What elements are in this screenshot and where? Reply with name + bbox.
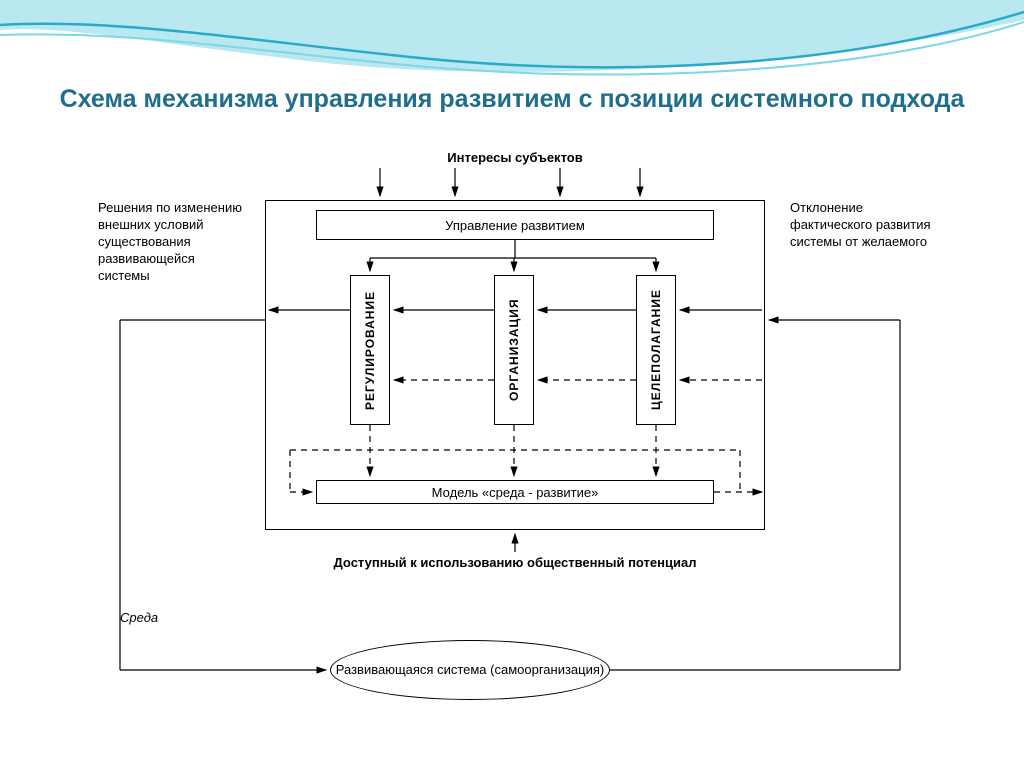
left-note: Решения по изменению внешних условий сущ… [98,200,248,284]
regulation-box: РЕГУЛИРОВАНИЕ [350,275,390,425]
interests-label: Интересы субъектов [380,150,650,167]
management-box: Управление развитием [316,210,714,240]
developing-system-ellipse: Развивающаяся система (самоорганизация) [330,640,610,700]
right-note: Отклонение фактического развития системы… [790,200,945,251]
potential-label: Доступный к использованию общественный п… [330,555,700,572]
model-box: Модель «среда - развитие» [316,480,714,504]
goal-setting-box: ЦЕЛЕПОЛАГАНИЕ [636,275,676,425]
organization-box: ОРГАНИЗАЦИЯ [494,275,534,425]
decorative-swoosh [0,0,1024,90]
page-title: Схема механизма управления развитием с п… [0,84,1024,115]
environment-label: Среда [120,610,158,627]
diagram-container: Интересы субъектов Решения по изменению … [0,140,1024,750]
